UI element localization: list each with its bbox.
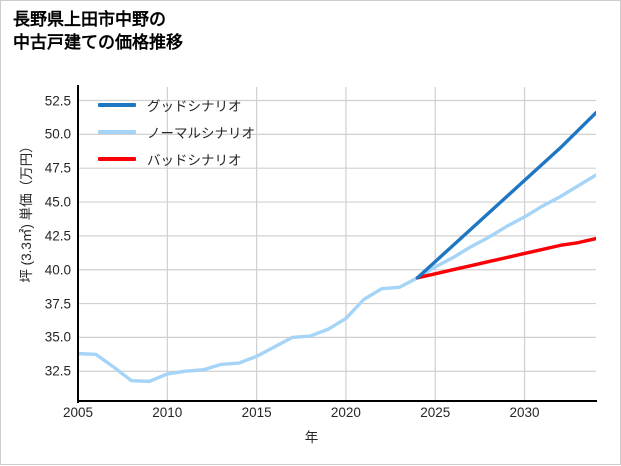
x-axis-title: 年	[304, 430, 319, 445]
legend-label: ノーマルシナリオ	[147, 125, 255, 141]
legend-label: バッドシナリオ	[147, 152, 242, 168]
y-tick-label: 42.5	[44, 228, 71, 244]
gridlines	[78, 87, 596, 401]
y-axis-line	[77, 85, 79, 403]
legend-item: グッドシナリオ	[98, 91, 308, 118]
y-tick-label: 40.0	[44, 262, 71, 278]
legend-swatch-icon	[98, 156, 136, 161]
x-tick-label: 2010	[152, 405, 183, 420]
series-lines	[78, 111, 596, 384]
plot-svg	[78, 87, 596, 401]
series-line-グッドシナリオ	[415, 111, 596, 280]
y-tick-labels: 32.5 35.0 37.5 40.0 42.5 45.0 47.5 50.0 52.5	[1, 1, 71, 466]
x-tick-label: 2015	[241, 405, 272, 420]
y-tick-label: 50.0	[44, 126, 71, 142]
x-tick-label: 2030	[509, 405, 540, 420]
series-line-バッドシナリオ	[415, 236, 596, 280]
legend-swatch-icon	[98, 129, 136, 134]
x-tick-label: 2005	[62, 405, 94, 420]
x-tick-label: 2020	[330, 405, 361, 420]
y-tick-label: 35.0	[44, 329, 71, 345]
y-axis-title: 坪 (3.3㎡) 単価（万円）	[19, 139, 34, 283]
y-tick-label: 47.5	[44, 160, 71, 176]
legend-swatch-icon	[98, 102, 136, 107]
x-axis-line	[77, 400, 597, 402]
legend-item: ノーマルシナリオ	[98, 118, 308, 145]
y-tick-label: 52.5	[44, 93, 71, 109]
y-tick-label: 32.5	[44, 363, 71, 379]
x-tick-label: 2025	[420, 405, 451, 420]
y-tick-label: 37.5	[44, 296, 71, 312]
chart-title: 長野県上田市中野の 中古戸建ての価格推移	[13, 10, 183, 52]
plot-area	[78, 87, 596, 401]
chart-legend: グッドシナリオ ノーマルシナリオ バッドシナリオ	[98, 91, 308, 172]
legend-item: バッドシナリオ	[98, 145, 308, 172]
legend-label: グッドシナリオ	[147, 98, 242, 114]
y-tick-label: 45.0	[44, 194, 71, 210]
series-line-ノーマルシナリオ	[78, 173, 596, 384]
